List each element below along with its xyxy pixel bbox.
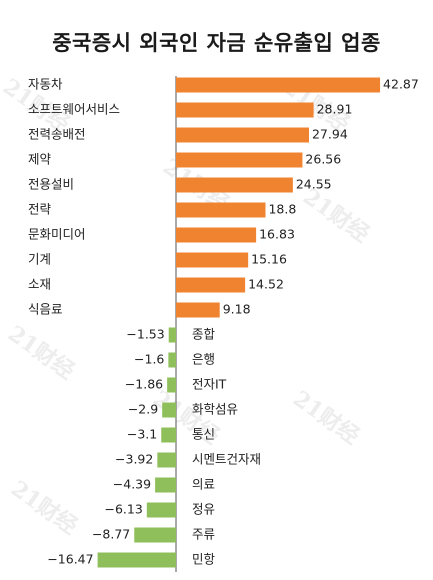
bar-1 (176, 77, 381, 93)
value-label: −1.53 (126, 327, 164, 342)
category-label: 화학섬유 (192, 402, 238, 417)
category-label: 문화미디어 (28, 227, 86, 242)
value-label: 27.94 (312, 127, 348, 142)
category-label: 전자IT (192, 377, 227, 392)
bar-6 (176, 202, 266, 218)
value-label: −1.86 (125, 377, 163, 392)
value-label: −6.13 (105, 502, 143, 517)
category-label: 은행 (192, 352, 215, 367)
value-label: −3.92 (115, 452, 153, 467)
category-label: 민항 (192, 552, 216, 567)
value-label: −4.39 (113, 477, 151, 492)
category-label: 소프트웨어서비스 (28, 102, 120, 117)
value-label: 14.52 (248, 277, 284, 292)
value-label: −16.47 (47, 552, 93, 567)
category-label: 식음료 (28, 302, 63, 317)
category-label: 소재 (28, 277, 51, 292)
bar-13 (167, 377, 176, 393)
value-label: 42.87 (383, 77, 419, 92)
bar-8 (176, 252, 249, 268)
value-label: 24.55 (296, 177, 332, 192)
bar-3 (176, 127, 309, 143)
bar-14 (162, 402, 176, 418)
bar-20 (97, 552, 176, 568)
value-label: 15.16 (251, 252, 287, 267)
bar-11 (168, 327, 176, 343)
category-label: 의료 (192, 477, 215, 492)
value-label: 16.83 (259, 227, 295, 242)
bar-9 (176, 277, 246, 293)
bar-2 (176, 102, 314, 118)
category-label: 자동차 (28, 77, 63, 92)
category-label: 주류 (192, 527, 215, 542)
category-label: 통신 (192, 427, 215, 442)
value-label: −3.1 (127, 427, 157, 442)
value-label: 18.8 (268, 202, 296, 217)
value-label: 26.56 (305, 152, 341, 167)
value-label: 28.91 (317, 102, 353, 117)
bar-10 (176, 302, 220, 318)
category-label: 종합 (192, 327, 216, 342)
value-label: −8.77 (92, 527, 130, 542)
category-label: 기계 (28, 252, 51, 267)
bar-18 (146, 502, 176, 518)
bar-5 (176, 177, 293, 193)
chart-title: 중국증시 외국인 자금 순유출입 업종 (52, 31, 381, 55)
category-label: 제약 (28, 152, 52, 167)
value-label: 9.18 (223, 302, 251, 317)
value-label: −1.6 (134, 352, 164, 367)
bar-7 (176, 227, 257, 243)
bar-19 (134, 527, 176, 543)
category-label: 전력송배전 (28, 127, 86, 142)
bar-15 (161, 427, 176, 443)
bar-12 (168, 352, 176, 368)
bar-17 (155, 477, 176, 493)
bar-4 (176, 152, 303, 168)
category-label: 전략 (28, 202, 52, 217)
bar-16 (157, 452, 176, 468)
category-label: 전용설비 (28, 177, 74, 192)
value-label: −2.9 (128, 402, 158, 417)
category-label: 정유 (192, 502, 215, 517)
category-label: 시멘트건자재 (192, 452, 261, 467)
